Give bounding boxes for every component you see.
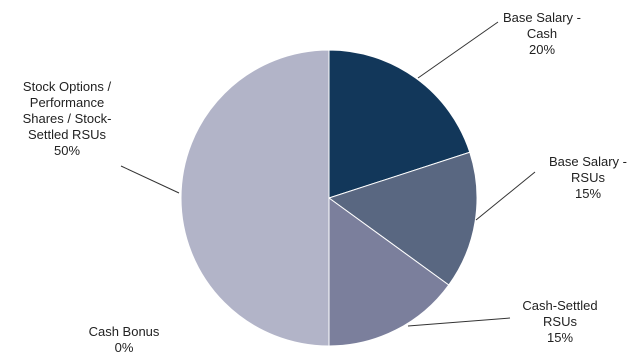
slice-label-line: RSUs bbox=[543, 314, 577, 329]
slice-label-line: 15% bbox=[575, 186, 601, 201]
slice-label-base-salary-rsus: Base Salary -RSUs 15% bbox=[549, 154, 627, 201]
slice-label-base-salary-cash: Base Salary -Cash 20% bbox=[503, 10, 581, 57]
slice-base-salary-rsus bbox=[327, 151, 478, 286]
slice-base-salary-cash bbox=[328, 49, 471, 199]
slice-label-line: Settled RSUs bbox=[28, 127, 107, 142]
slice-label-line: Cash Bonus bbox=[89, 324, 160, 339]
slice-label-line: 15% bbox=[547, 330, 573, 345]
slice-cash-settled-rsus bbox=[328, 197, 450, 347]
slice-label-line: Cash bbox=[527, 26, 557, 41]
leader-line-base-salary-rsus bbox=[475, 171, 536, 221]
slice-label-line: Base Salary - bbox=[549, 154, 627, 169]
slice-label-line: Performance bbox=[30, 95, 104, 110]
leader-line-stock-options bbox=[120, 165, 180, 194]
slice-label-line: RSUs bbox=[571, 170, 605, 185]
slice-stock-options bbox=[180, 49, 330, 347]
slice-label-line: Stock Options / bbox=[23, 79, 112, 94]
slice-label-line: 0% bbox=[115, 340, 134, 355]
slice-label-line: 50% bbox=[54, 143, 80, 158]
slice-label-line: Cash-Settled bbox=[522, 298, 597, 313]
leader-line-cash-settled-rsus bbox=[407, 317, 511, 327]
slice-label-stock-options: Stock Options / Performance Shares / Stock… bbox=[23, 79, 112, 158]
leader-line-base-salary-cash bbox=[417, 21, 499, 79]
slice-label-line: Base Salary - bbox=[503, 10, 581, 25]
slice-labels: Base Salary -Cash 20%Base Salary -RSUs 15%… bbox=[23, 10, 627, 355]
slice-label-line: 20% bbox=[529, 42, 555, 57]
slice-label-cash-settled-rsus: Cash-Settled RSUs 15% bbox=[522, 298, 597, 345]
slice-label-line: Shares / Stock- bbox=[23, 111, 112, 126]
slice-label-cash-bonus: Cash Bonus 0% bbox=[89, 324, 160, 355]
pie-slices bbox=[180, 49, 478, 347]
leader-lines bbox=[120, 21, 536, 327]
